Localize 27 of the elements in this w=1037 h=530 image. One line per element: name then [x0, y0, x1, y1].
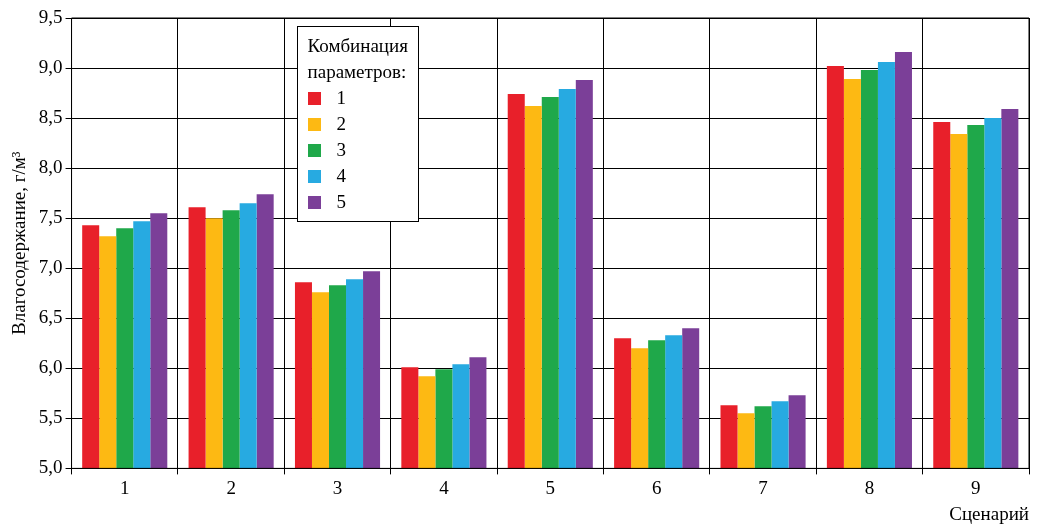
x-tick-label: 5 [545, 476, 556, 498]
y-tick-label: 6,0 [38, 356, 63, 378]
y-axis-title: Влагосодержание, г/м³ [8, 151, 30, 335]
legend-label: 1 [336, 86, 347, 110]
y-tick-label: 9,5 [38, 5, 63, 27]
legend-label: 2 [336, 112, 347, 136]
y-tick-label: 6,5 [38, 306, 63, 328]
legend-label: 4 [336, 164, 347, 188]
y-tick-label: 7,0 [38, 256, 63, 278]
x-tick-label: 4 [439, 476, 450, 498]
y-tick-label: 8,5 [38, 106, 63, 128]
y-tick-label: 8,0 [38, 156, 63, 178]
y-tick-label: 5,0 [38, 456, 63, 478]
x-tick-label: 6 [651, 476, 662, 498]
x-tick-label: 7 [758, 476, 768, 498]
x-tick-label: 8 [864, 476, 875, 498]
x-tick-label: 2 [226, 476, 236, 498]
x-axis-title: Сценарий [949, 502, 1029, 524]
legend-label: 5 [336, 190, 347, 214]
legend-label: 3 [336, 138, 347, 162]
x-tick-label: 1 [119, 476, 130, 498]
legend-title: Комбинация параметров: [307, 34, 408, 84]
x-tick-label: 9 [971, 476, 981, 498]
y-tick-label: 5,5 [38, 406, 63, 428]
x-tick-label: 3 [332, 476, 343, 498]
y-tick-label: 7,5 [38, 206, 63, 228]
y-tick-label: 9,0 [38, 56, 63, 78]
